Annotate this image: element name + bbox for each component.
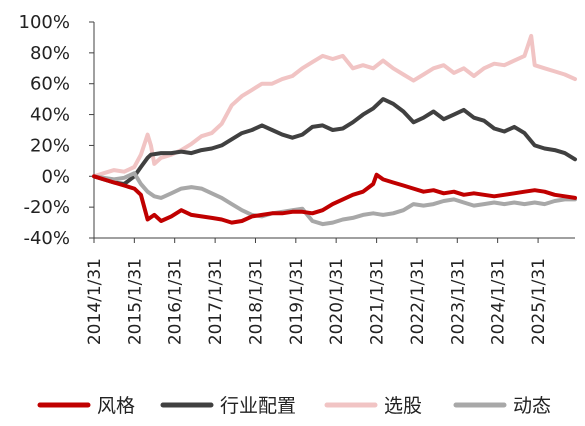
y-tick-label: 80%: [30, 43, 70, 64]
series-line-2: [92, 171, 577, 227]
x-tick-label: 2025/1/31: [529, 258, 549, 345]
series-line-1: [92, 97, 577, 186]
y-tick-label: -20%: [23, 197, 70, 218]
x-tick-label: 2020/1/31: [327, 258, 347, 345]
legend-label: 风格: [97, 395, 135, 417]
y-axis: 100% 80% 60% 40% 20% 0% -20% -40%: [19, 12, 95, 249]
y-tick-label: 100%: [19, 12, 70, 33]
x-tick-label: 2023/1/31: [448, 258, 468, 345]
legend: 风格 行业配置 选股 动态: [37, 395, 551, 417]
x-tick-label: 2022/1/31: [408, 258, 428, 345]
legend-item: 风格: [37, 395, 135, 417]
x-tick-label: 2017/1/31: [206, 258, 226, 345]
x-tick-label: 2015/1/31: [125, 258, 145, 345]
x-tick-label: 2018/1/31: [246, 258, 266, 345]
x-axis: 2014/1/31 2015/1/31 2016/1/31 2017/1/31 2018…: [85, 237, 575, 345]
legend-label: 行业配置: [220, 395, 296, 417]
legend-label: 选股: [384, 395, 422, 417]
y-tick-label: 20%: [30, 135, 70, 156]
legend-item: 行业配置: [160, 395, 296, 417]
y-tick-label: -40%: [23, 228, 70, 249]
legend-item: 选股: [324, 395, 422, 417]
y-tick-label: 40%: [30, 105, 70, 126]
y-tick-label: 60%: [30, 74, 70, 95]
series-layer: [92, 33, 577, 227]
y-tick-label: 0%: [41, 166, 70, 187]
x-tick-label: 2021/1/31: [368, 258, 388, 345]
x-tick-label: 2014/1/31: [85, 258, 105, 345]
x-tick-label: 2019/1/31: [287, 258, 307, 345]
x-tick-label: 2024/1/31: [489, 258, 509, 345]
series-line-3: [92, 172, 577, 225]
series-line-0: [92, 33, 577, 179]
x-tick-label: 2016/1/31: [166, 258, 186, 345]
legend-label: 动态: [513, 395, 551, 417]
legend-item: 动态: [453, 395, 551, 417]
